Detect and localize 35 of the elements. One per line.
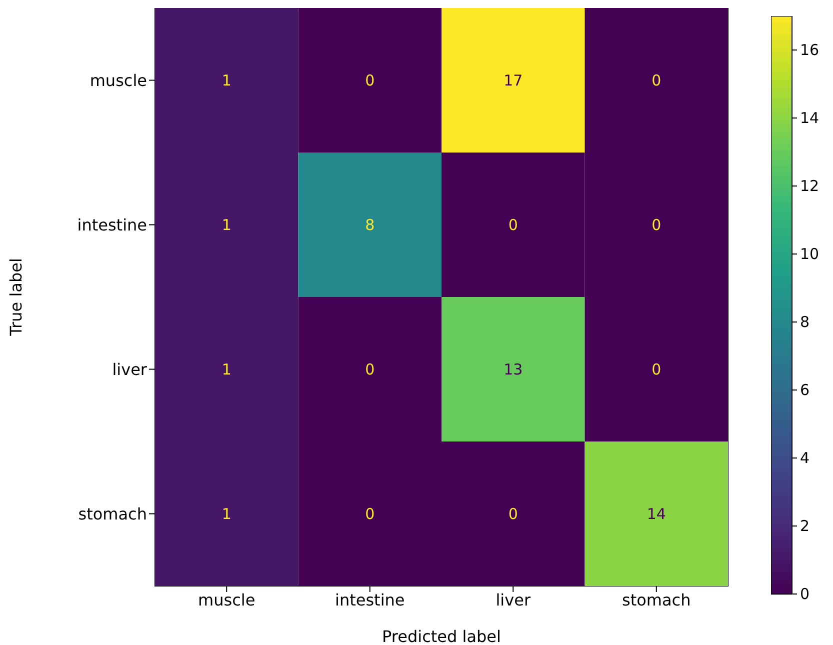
x-tick-label: stomach [622, 590, 691, 610]
y-tick-label: stomach [78, 504, 147, 524]
data-label: 0 [365, 360, 375, 378]
color-bar-label: 10 [800, 245, 820, 263]
color-bar-label: 4 [800, 449, 810, 467]
color-bar-label: 2 [800, 517, 810, 535]
data-label: 1 [222, 71, 232, 90]
x-axis-title: Predicted label [382, 627, 501, 645]
y-tick-label: intestine [77, 215, 147, 234]
color-bar-label: 6 [800, 381, 810, 399]
data-label: 0 [652, 216, 662, 234]
x-tick-label: intestine [335, 590, 405, 610]
data-label: 1 [222, 504, 232, 523]
data-label: 1 [222, 360, 232, 378]
y-tick-label: liver [112, 360, 148, 379]
data-label: 8 [365, 216, 375, 234]
data-label: 1 [222, 216, 232, 234]
data-label: 0 [508, 504, 518, 523]
data-label: 0 [652, 360, 662, 378]
color-bar-label: 16 [800, 41, 820, 59]
color-bar-label: 8 [800, 313, 810, 331]
x-tick-label: liver [496, 590, 531, 610]
x-tick-label: muscle [198, 590, 256, 610]
data-label: 0 [508, 216, 518, 234]
color-bar-label: 14 [800, 109, 820, 127]
y-axis-title: True label [6, 258, 26, 337]
color-bar-label: 0 [800, 585, 810, 603]
data-label: 17 [504, 71, 523, 90]
y-tick-label: muscle [90, 70, 147, 90]
data-label: 14 [646, 504, 666, 523]
data-label: 0 [365, 71, 375, 90]
data-label: 0 [652, 71, 662, 90]
data-label: 13 [504, 360, 523, 378]
color-bar-label: 12 [800, 177, 820, 195]
data-label: 0 [365, 504, 375, 523]
